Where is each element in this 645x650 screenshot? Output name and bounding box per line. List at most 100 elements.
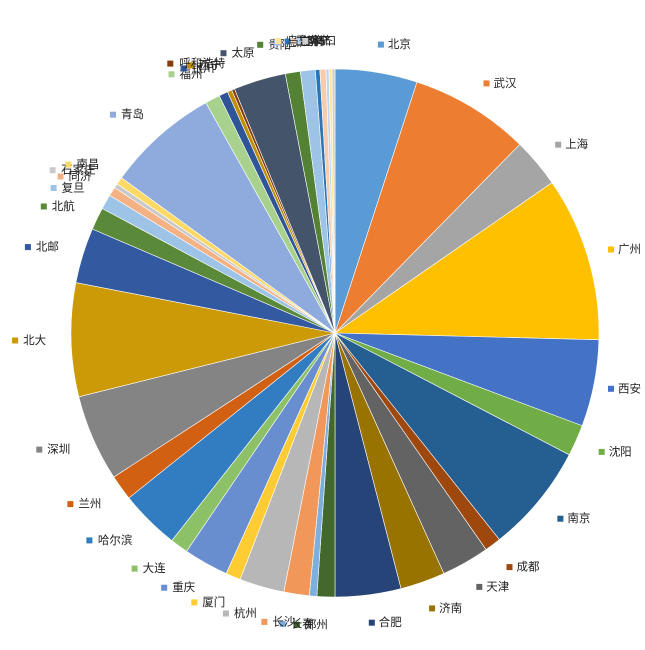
pie-label: 南昌 [65, 157, 99, 171]
pie-label: 天津 [476, 579, 509, 593]
slice-label: 天津 [486, 579, 509, 593]
legend-marker [167, 60, 174, 67]
pie-label: 呼和浩特 [167, 56, 226, 70]
legend-marker [50, 185, 57, 191]
legend-marker [131, 565, 138, 572]
legend-marker [222, 610, 229, 617]
pie-label: 西宁 [187, 58, 221, 72]
legend-marker [191, 599, 198, 606]
pie-label: 武汉 [483, 76, 517, 90]
pie-label: 乌鲁木齐 [275, 34, 333, 48]
slice-label: 乌鲁木齐 [287, 34, 333, 48]
pie-label: 成都 [506, 560, 540, 574]
pie-label: 同济 [57, 169, 92, 183]
pie-label: 青岛 [110, 107, 144, 121]
slice-label: 深圳 [47, 442, 70, 456]
legend-marker [476, 583, 483, 590]
legend-marker [368, 619, 375, 626]
legend-marker [598, 448, 605, 455]
legend-marker [86, 537, 93, 544]
slice-label: 桂林 [302, 34, 325, 48]
pie-label: 西安 [608, 381, 641, 395]
legend-marker [40, 203, 47, 210]
pie-label: 广州 [608, 242, 641, 256]
slice-label: 太原 [232, 46, 255, 60]
legend-marker [377, 41, 384, 48]
slice-label: 青岛 [121, 107, 144, 121]
slice-label: 广州 [618, 242, 641, 256]
legend-marker [12, 337, 19, 344]
pie-label: 海口 [302, 34, 336, 48]
pie-label: 银川 [180, 61, 215, 75]
pie-label: 南京 [557, 511, 590, 525]
slice-label: 杭州 [234, 606, 257, 620]
pie-label: 南宁 [295, 34, 330, 48]
slice-label: 沈阳 [609, 444, 632, 458]
pie-label: 北邮 [24, 240, 59, 254]
slice-label: 哈尔滨 [98, 533, 133, 547]
legend-marker [295, 38, 302, 45]
slice-label: 西宁 [198, 58, 221, 72]
legend-marker [110, 111, 116, 118]
pie-label: 兰州 [67, 497, 101, 511]
slice-label: 北京 [388, 37, 411, 51]
slice-label: 北大 [23, 333, 46, 347]
slice-label: 南宁 [307, 34, 330, 48]
legend-marker [67, 501, 74, 508]
legend-marker [279, 621, 286, 627]
pie-slice [331, 68, 336, 334]
pie-slice [334, 81, 521, 334]
pie-label: 桂林 [290, 34, 325, 48]
pie-label: 哈尔滨 [86, 533, 133, 547]
legend-marker [65, 161, 72, 168]
slice-label: 武汉 [494, 76, 517, 90]
legend-marker [161, 584, 168, 591]
pie-label: 郑州 [293, 617, 328, 631]
pie-label: 复旦 [50, 181, 85, 195]
pie-slice [334, 182, 600, 341]
pie-label: 北航 [40, 199, 75, 213]
pie-label: 沈阳 [598, 444, 632, 458]
pie-label: 杭州 [222, 606, 257, 620]
pie-slice [334, 332, 570, 541]
pie-label: 济南 [429, 601, 462, 615]
pie-slices [70, 68, 600, 598]
legend-marker [608, 385, 614, 392]
slice-label: 济南 [439, 601, 462, 615]
slice-label: 郑州 [305, 617, 328, 631]
legend-marker [261, 618, 268, 625]
legend-marker [429, 605, 436, 612]
slice-label: 长春 [291, 617, 314, 631]
slice-label: 上海 [565, 137, 588, 151]
slice-label: 重庆 [172, 580, 195, 594]
legend-marker [483, 80, 490, 87]
pie-label: 太原 [220, 46, 255, 60]
slice-label: 南京 [567, 511, 590, 525]
legend-marker [180, 65, 187, 72]
pie-label: 上海 [555, 137, 589, 151]
pie-label: 长春 [279, 617, 314, 631]
legend-marker [187, 62, 194, 69]
pie-label: 北京 [377, 37, 411, 51]
slice-label: 海口 [313, 34, 336, 48]
legend-marker [557, 515, 564, 522]
slice-label: 呼和浩特 [179, 56, 225, 70]
pie-slice [121, 102, 336, 334]
slice-label: 大连 [143, 561, 166, 575]
pie-label: 合肥 [368, 615, 402, 629]
legend-marker [293, 621, 300, 628]
pie-label: 大连 [131, 561, 166, 575]
legend-marker [257, 41, 264, 48]
legend-marker [168, 71, 175, 78]
legend-marker [36, 446, 43, 453]
slice-label: 兰州 [78, 497, 101, 511]
slice-label: 成都 [517, 560, 540, 574]
legend-marker [24, 244, 31, 251]
slice-label: 同济 [69, 169, 92, 183]
legend-marker [220, 50, 227, 57]
slice-label: 南昌 [76, 157, 99, 171]
legend-marker [608, 246, 614, 253]
legend-marker [555, 141, 562, 148]
